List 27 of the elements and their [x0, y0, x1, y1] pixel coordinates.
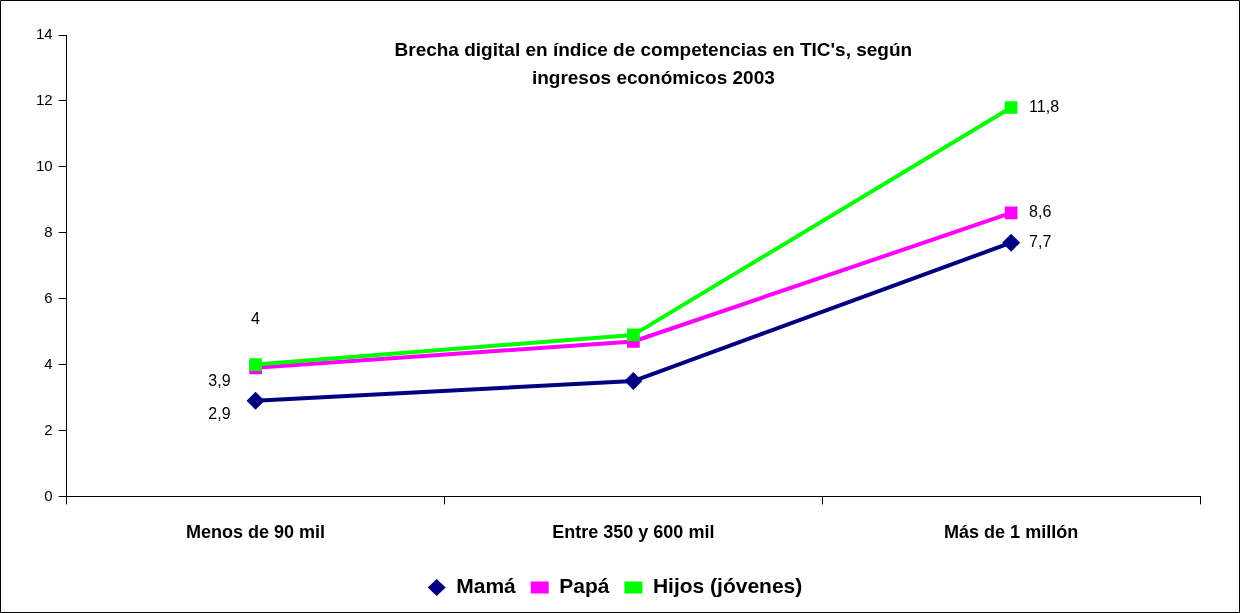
point: [246, 391, 265, 410]
point: [626, 328, 640, 342]
data-label: 3,9: [208, 372, 231, 390]
y-tick-label: 10: [36, 156, 53, 174]
point: [1004, 101, 1018, 114]
data-label: 8,6: [1029, 203, 1052, 221]
y-tick-label: 14: [36, 25, 53, 43]
y-tick-label: 12: [36, 91, 53, 109]
legend-label: Papá: [559, 574, 610, 598]
y-tick-label: 2: [44, 420, 53, 438]
data-label: 7,7: [1029, 233, 1052, 251]
data-label: 11,8: [1029, 97, 1060, 115]
data-label: 2,9: [208, 405, 231, 423]
legend-label: Mamá: [456, 574, 517, 598]
x-tick-label: Entre 350 y 600 mil: [552, 522, 715, 543]
point: [624, 372, 643, 391]
point: [1002, 233, 1021, 252]
text: Brecha digital en índice de competencias en TIC's, según ingresos económicos 2003: [394, 38, 913, 88]
y-tick-label: 4: [44, 354, 53, 372]
point: [249, 358, 262, 371]
y-tick-label: 6: [44, 288, 53, 306]
y-tick-label: 8: [44, 222, 53, 240]
legend-label: Hijos (jóvenes): [652, 574, 803, 598]
x-tick-label: Más de 1 millón: [944, 522, 1079, 543]
data-label: 4: [251, 309, 261, 327]
y-tick-label: 0: [44, 486, 53, 504]
x-tick-label: Menos de 90 mil: [186, 522, 326, 543]
